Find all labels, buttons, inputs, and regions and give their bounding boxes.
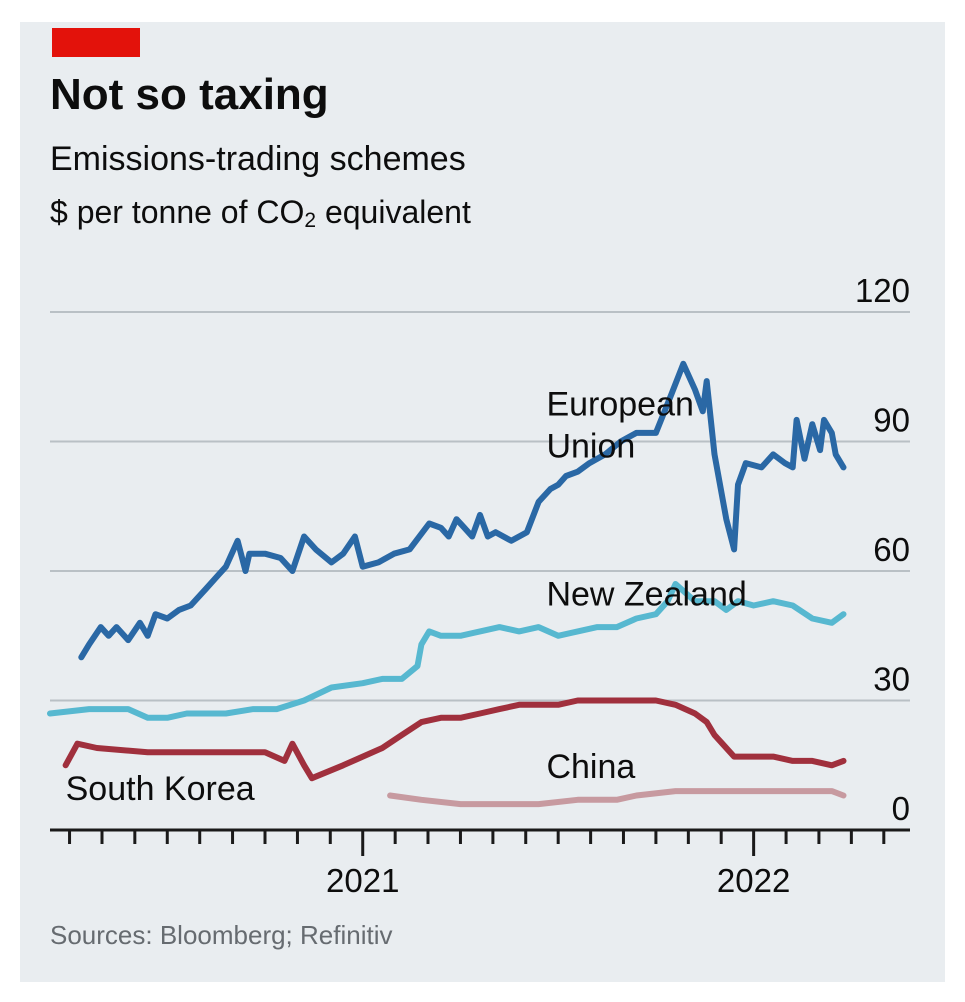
y-tick-label: 120 — [855, 272, 910, 309]
series-label-nz: New Zealand — [546, 576, 746, 614]
x-tick-label: 2021 — [326, 862, 399, 899]
unit-suffix: equivalent — [316, 194, 471, 230]
chart-panel — [20, 22, 945, 982]
y-tick-label: 60 — [873, 531, 910, 568]
series-label-sk: South Korea — [66, 770, 255, 808]
series-label-china: China — [546, 748, 635, 786]
chart-subtitle: Emissions-trading schemes — [50, 140, 466, 178]
series-line-eu — [78, 360, 847, 661]
y-tick-label: 0 — [892, 790, 910, 827]
source-note: Sources: Bloomberg; Refinitiv — [50, 920, 393, 950]
series-label-eu: European — [546, 386, 693, 424]
unit-subscript: 2 — [304, 209, 317, 232]
series-line-nz — [47, 581, 847, 721]
series-label-eu: Union — [546, 428, 635, 466]
series-line-china — [387, 788, 847, 808]
x-tick-label: 2022 — [717, 862, 790, 899]
series-line-sk — [62, 697, 847, 782]
y-tick-label: 90 — [873, 402, 910, 439]
chart-unit-label: $ per tonne of CO2 equivalent — [50, 194, 471, 233]
chart-title: Not so taxing — [50, 70, 329, 119]
unit-prefix: $ per tonne of CO — [50, 194, 305, 230]
y-tick-label: 30 — [873, 661, 910, 698]
brand-tag — [52, 28, 140, 57]
